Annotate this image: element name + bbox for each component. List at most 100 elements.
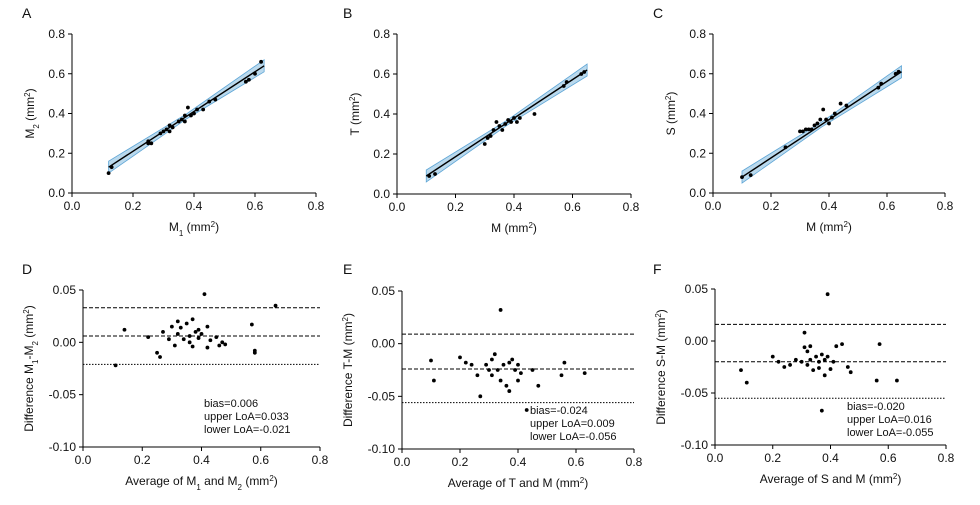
x-tick-label: 0.0 — [389, 200, 406, 214]
data-point — [559, 373, 564, 378]
y-axis-title-part: 2 — [23, 92, 32, 97]
data-point — [252, 348, 257, 353]
x-axis-title-part: ) — [848, 220, 852, 234]
y-axis-title: Difference T-M (mm2) — [341, 313, 356, 427]
data-point — [532, 112, 537, 116]
y-axis-title-part: 2 — [32, 124, 41, 129]
data-point — [519, 371, 523, 376]
data-point — [845, 365, 850, 369]
data-point — [208, 338, 213, 343]
data-point — [582, 371, 587, 376]
data-point — [806, 127, 811, 132]
data-point — [530, 368, 535, 372]
y-axis-title-part: ) — [23, 88, 37, 92]
y-axis-title: Difference S-M (mm2) — [654, 309, 669, 425]
data-point — [199, 332, 204, 336]
data-point — [186, 105, 190, 110]
data-point — [498, 308, 503, 312]
panel-letter: D — [22, 261, 32, 277]
y-axis-title-part: 1 — [31, 359, 40, 364]
stats-text: upper LoA=0.033 — [204, 411, 289, 423]
data-point — [491, 128, 496, 132]
data-point — [582, 70, 587, 74]
y-tick-label: 0.2 — [689, 146, 706, 160]
data-point — [482, 142, 487, 146]
x-tick-label: 0.0 — [705, 199, 722, 213]
y-axis-title: Difference M1-M2 (mm2) — [22, 305, 40, 432]
data-point — [155, 350, 159, 355]
data-point — [475, 373, 480, 378]
data-point — [487, 368, 491, 372]
y-axis-title: S (mm2) — [664, 92, 679, 136]
data-point — [497, 124, 502, 128]
data-point — [893, 71, 898, 76]
x-axis-title-part: M (mm — [806, 220, 843, 234]
y-tick-label: 0.6 — [373, 67, 390, 81]
data-point — [249, 322, 254, 327]
data-point — [214, 335, 219, 339]
x-tick-label: 0.6 — [252, 453, 269, 467]
data-point — [808, 344, 813, 349]
data-point — [113, 363, 118, 368]
x-axis-title-part: 2 — [528, 221, 533, 230]
x-axis-title-part: Average of S and M (mm — [760, 472, 893, 486]
data-point — [874, 378, 879, 383]
x-tick-label: 0.2 — [764, 451, 781, 465]
data-point — [512, 116, 516, 120]
y-tick-label: -0.05 — [681, 386, 709, 400]
data-point — [122, 327, 127, 332]
y-axis-title-part: ) — [341, 313, 355, 317]
y-tick-label: 0.0 — [48, 186, 65, 200]
data-point — [429, 358, 433, 363]
x-tick-label: 0.4 — [821, 199, 838, 213]
data-point — [739, 368, 743, 373]
y-axis-title-part: Difference S-M (mm — [654, 318, 668, 425]
data-point — [579, 72, 584, 76]
data-point — [776, 359, 781, 364]
data-point — [507, 389, 512, 393]
data-point — [149, 141, 154, 146]
data-point — [504, 383, 509, 388]
data-point — [458, 355, 462, 360]
x-tick-label: 0.8 — [312, 453, 329, 467]
data-point — [740, 175, 744, 180]
data-point — [896, 69, 901, 74]
x-axis-title-part: ) — [897, 472, 901, 486]
x-tick-label: 0.8 — [937, 199, 954, 213]
data-point — [190, 344, 195, 349]
data-point — [830, 115, 834, 120]
data-point — [196, 336, 201, 341]
y-axis-title-part: ) — [22, 305, 36, 309]
data-point — [782, 365, 787, 369]
data-point — [161, 329, 165, 334]
data-point — [513, 368, 517, 372]
panel-letter: E — [343, 261, 352, 277]
data-point — [802, 330, 807, 335]
x-tick-label: 0.4 — [822, 451, 839, 465]
data-point — [175, 332, 180, 336]
x-axis-title: M (mm2) — [491, 221, 537, 236]
x-axis-title-part: (mm — [183, 220, 210, 234]
regression-line — [741, 71, 902, 178]
x-axis-title-part: M (mm — [491, 221, 528, 235]
data-point — [825, 292, 830, 297]
x-tick-label: 0.6 — [879, 199, 896, 213]
data-point — [517, 116, 522, 120]
y-tick-label: 0.4 — [689, 107, 706, 121]
data-point — [895, 378, 899, 383]
x-axis-title-part: 2 — [211, 220, 216, 229]
x-axis-title-part: Average of T and M (mm — [448, 476, 580, 490]
data-point — [167, 129, 172, 134]
data-point — [500, 128, 505, 132]
x-axis-title: M1 (mm2) — [169, 220, 219, 238]
data-point — [184, 321, 189, 326]
data-point — [876, 85, 881, 90]
data-point — [510, 357, 515, 362]
data-point — [744, 380, 749, 385]
data-point — [205, 345, 210, 350]
data-point — [801, 129, 805, 134]
data-point — [427, 174, 432, 178]
x-axis-title-part: 2 — [843, 220, 848, 229]
y-tick-label: 0.4 — [373, 107, 390, 121]
data-point — [167, 337, 171, 342]
